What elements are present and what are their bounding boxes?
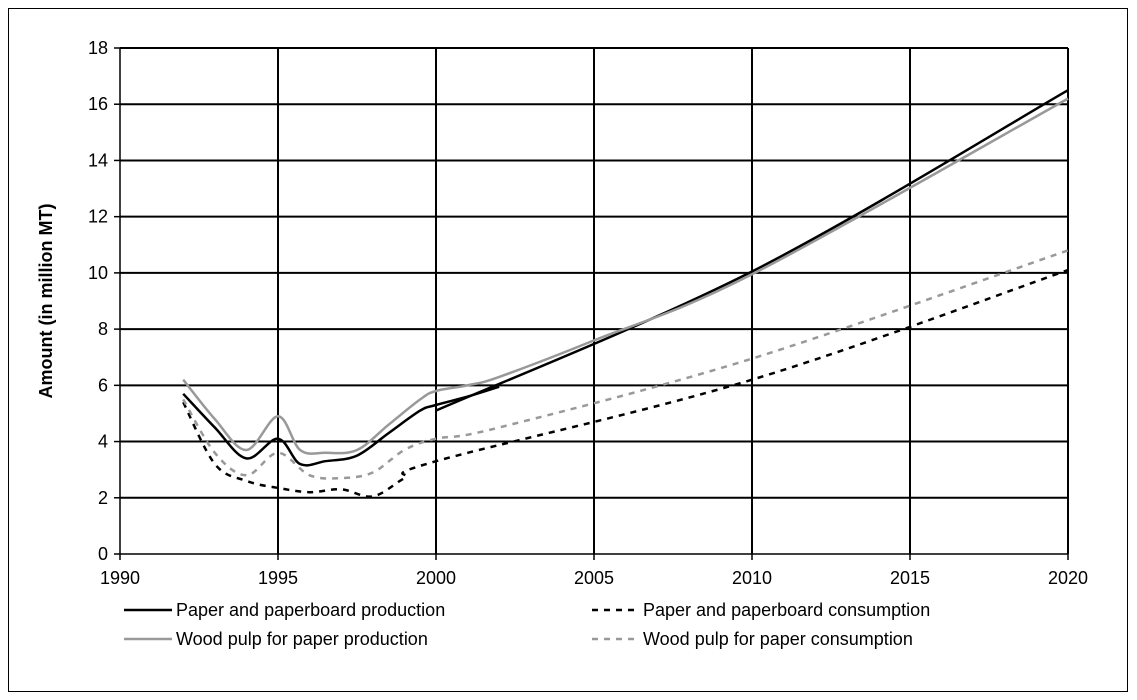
y-axis-label: Amount (in million MT) bbox=[36, 204, 56, 399]
legend-label: Wood pulp for paper production bbox=[176, 629, 428, 649]
x-tick-label: 1995 bbox=[258, 568, 298, 588]
grid-lines bbox=[120, 47, 1069, 554]
series-line bbox=[435, 89, 1069, 412]
y-tick-label: 8 bbox=[98, 319, 108, 339]
y-tick-label: 10 bbox=[88, 263, 108, 283]
legend: Paper and paperboard production Paper and… bbox=[124, 600, 930, 649]
y-tick-label: 12 bbox=[88, 207, 108, 227]
y-tick-label: 2 bbox=[98, 488, 108, 508]
series-lines bbox=[182, 89, 1069, 498]
x-tick-label: 2010 bbox=[732, 568, 772, 588]
legend-label: Paper and paperboard production bbox=[176, 600, 445, 620]
x-tick-label: 2000 bbox=[416, 568, 456, 588]
series-line bbox=[182, 268, 1069, 498]
legend-label: Paper and paperboard consumption bbox=[643, 600, 930, 620]
legend-label: Wood pulp for paper consumption bbox=[643, 629, 913, 649]
x-tick-label: 2015 bbox=[890, 568, 930, 588]
y-tick-label: 6 bbox=[98, 375, 108, 395]
y-tick-label: 0 bbox=[98, 544, 108, 564]
series-line bbox=[182, 385, 500, 467]
y-tick-label: 4 bbox=[98, 432, 108, 452]
x-tick-label: 1990 bbox=[100, 568, 140, 588]
y-tick-label: 14 bbox=[88, 150, 108, 170]
y-tick-label: 16 bbox=[88, 94, 108, 114]
series-line bbox=[182, 249, 1069, 480]
axes: 0 2 4 6 8 10 12 14 16 18 1990 1995 2000 2005 2010 2015 2… bbox=[88, 38, 1088, 588]
x-tick-label: 2020 bbox=[1048, 568, 1088, 588]
x-tick-label: 2005 bbox=[574, 568, 614, 588]
series-line bbox=[182, 97, 1069, 455]
y-tick-label: 18 bbox=[88, 38, 108, 58]
